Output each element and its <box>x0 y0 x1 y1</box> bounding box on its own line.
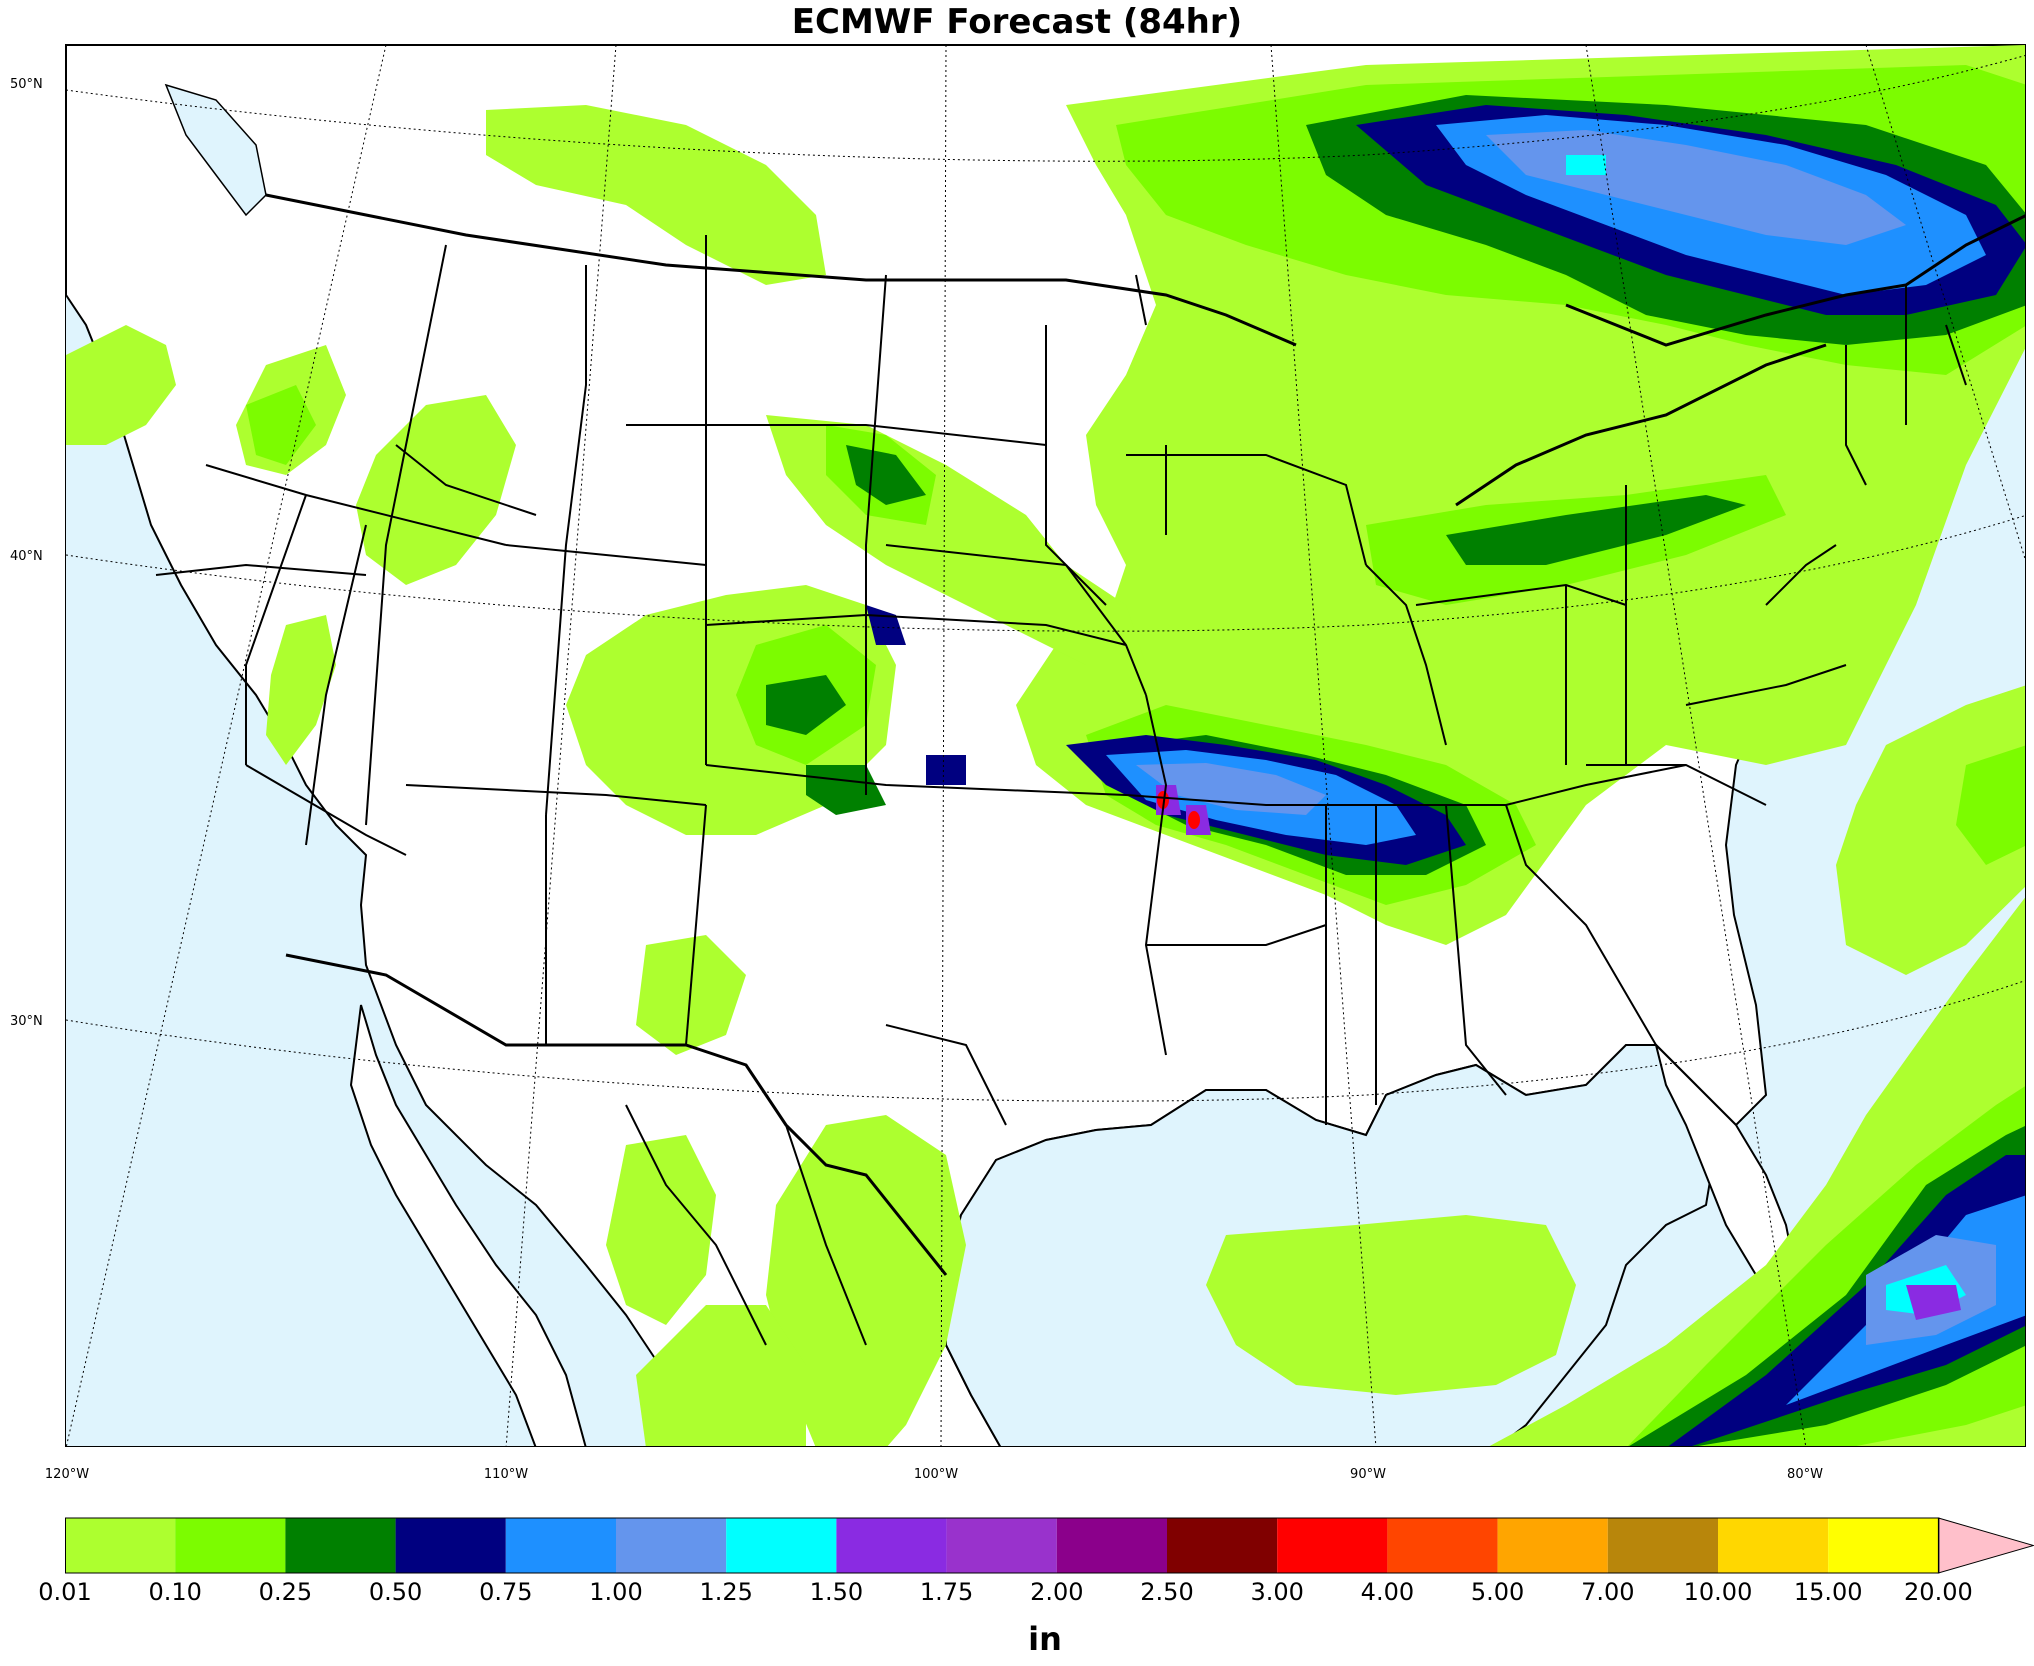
colorbar-tick-label: 1.75 <box>919 1578 974 1606</box>
colorbar-units-label: in <box>1028 1620 1062 1658</box>
colorbar-swatch <box>1387 1518 1498 1573</box>
colorbar-swatch <box>1718 1518 1829 1573</box>
colorbar-extend-arrow <box>1937 1517 2034 1574</box>
colorbar-tick-label: 2.00 <box>1030 1578 1084 1606</box>
colorbar-swatch <box>616 1518 727 1573</box>
colorbar <box>65 1516 2034 1580</box>
colorbar-tick-label: 0.50 <box>368 1578 423 1606</box>
map-title: ECMWF Forecast (84hr) <box>791 2 1243 42</box>
colorbar-swatch <box>836 1518 947 1573</box>
colorbar-tick-label: 4.00 <box>1360 1578 1415 1606</box>
lat-label-50n: 50°N <box>10 77 43 92</box>
lon-label-80w: 80°W <box>1787 1467 1823 1482</box>
colorbar-tick-label: 10.00 <box>1683 1578 1753 1606</box>
colorbar-tick-label: 0.01 <box>38 1578 92 1606</box>
colorbar-swatch <box>505 1518 616 1573</box>
puget-sound <box>164 83 267 217</box>
lat-label-30n: 30°N <box>10 1014 43 1029</box>
colorbar-tick-label: 1.25 <box>699 1578 753 1606</box>
colorbar-swatch <box>1277 1518 1388 1573</box>
lon-label-90w: 90°W <box>1350 1467 1386 1482</box>
colorbar-swatch <box>1167 1518 1278 1573</box>
colorbar-swatch <box>1828 1518 1939 1573</box>
colorbar-swatch <box>175 1518 286 1573</box>
lat-label-40n: 40°N <box>10 549 43 564</box>
colorbar-tick-label: 5.00 <box>1470 1578 1525 1606</box>
colorbar-tick-label: 7.00 <box>1581 1578 1635 1606</box>
colorbar-tick-label: 15.00 <box>1793 1578 1863 1606</box>
baja-peninsula <box>349 1004 587 1446</box>
colorbar-tick-label: 3.00 <box>1250 1578 1304 1606</box>
colorbar-tick-label: 1.50 <box>809 1578 864 1606</box>
colorbar-tick-label: 2.50 <box>1140 1578 1194 1606</box>
lon-label-120w: 120°W <box>44 1467 90 1482</box>
colorbar-tick-label: 0.75 <box>479 1578 533 1606</box>
precip-3.00-4.00 <box>1157 791 1200 829</box>
colorbar-swatch <box>285 1518 396 1573</box>
colorbar-swatch <box>65 1518 176 1573</box>
colorbar-swatch <box>946 1518 1057 1573</box>
colorbar-swatch <box>1497 1518 1608 1573</box>
colorbar-swatch <box>1056 1518 1167 1573</box>
lon-label-110w: 110°W <box>483 1467 529 1482</box>
colorbar-tick-label: 20.00 <box>1904 1578 1973 1606</box>
colorbar-swatch <box>1607 1518 1718 1573</box>
colorbar-tick-label: 0.25 <box>258 1578 313 1606</box>
colorbar-tick-label: 0.10 <box>148 1578 202 1606</box>
political-boundaries <box>155 193 2025 1346</box>
graticule <box>66 45 2025 1446</box>
lon-label-100w: 100°W <box>913 1467 959 1482</box>
precipitation-map <box>65 44 2026 1447</box>
colorbar-swatch <box>395 1518 506 1573</box>
colorbar-tick-label: 1.00 <box>589 1578 643 1606</box>
colorbar-swatch <box>726 1518 837 1573</box>
